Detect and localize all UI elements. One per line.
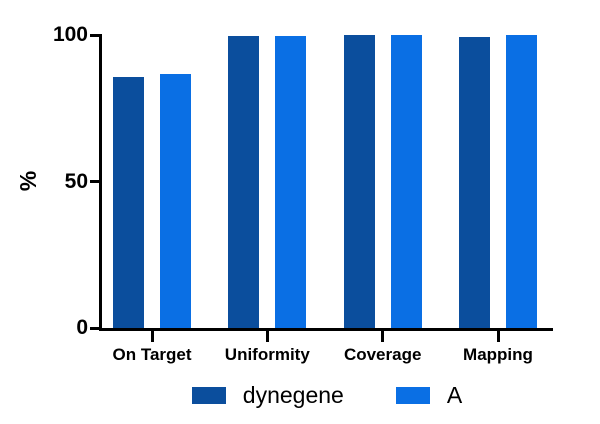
bar-A-on-target xyxy=(160,73,191,328)
bar-A-mapping xyxy=(506,35,537,328)
bar-A-uniformity xyxy=(275,36,307,328)
y-tick-label: 0 xyxy=(76,316,88,339)
x-axis-line xyxy=(99,328,553,331)
y-axis-line xyxy=(99,34,102,331)
legend-swatch-icon xyxy=(395,386,430,404)
legend-label: dynegene xyxy=(242,382,344,408)
x-tick-mark xyxy=(150,331,154,342)
legend-label: A xyxy=(446,382,463,408)
y-tick-label: 50 xyxy=(64,169,88,193)
x-tick-mark xyxy=(496,331,500,342)
x-tick-mark xyxy=(265,331,269,342)
legend-swatch-icon xyxy=(191,386,226,404)
y-tick-mark xyxy=(90,33,99,37)
x-category-label: On Target xyxy=(112,345,192,364)
x-category-label: Mapping xyxy=(463,345,533,364)
y-tick-mark xyxy=(90,180,99,183)
x-tick-mark xyxy=(381,331,385,342)
y-tick-mark xyxy=(90,326,99,330)
x-category-label: Uniformity xyxy=(224,345,310,364)
bar-dynegene-uniformity xyxy=(228,35,260,328)
legend-item-A: A xyxy=(395,382,463,408)
legend-item-dynegene: dynegene xyxy=(191,382,344,408)
bar-dynegene-coverage xyxy=(343,35,375,328)
bar-dynegene-on-target xyxy=(113,76,144,328)
y-tick-label: 100 xyxy=(52,23,88,46)
x-category-label: Coverage xyxy=(343,345,422,364)
bar-A-coverage xyxy=(390,35,422,328)
legend: dynegene A xyxy=(101,379,553,411)
bar-dynegene-mapping xyxy=(459,37,490,328)
